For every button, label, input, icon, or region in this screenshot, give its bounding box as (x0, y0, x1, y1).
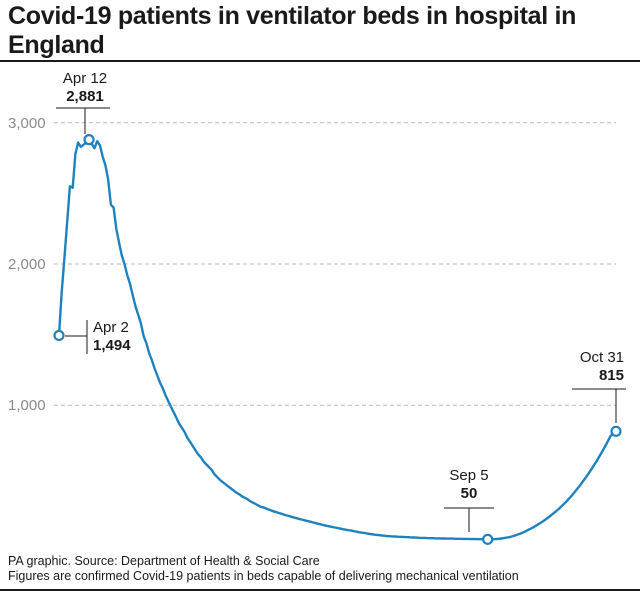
annotation-oct-31-date: Oct 31 (580, 349, 624, 366)
annotation-sep-5-value: 50 (461, 485, 478, 502)
marker-apr-12 (83, 134, 95, 146)
grid-lines (54, 122, 616, 406)
line-chart: 1,000 2,000 3,000 Apr 12 2,881 Apr 2 1,494… (8, 70, 626, 545)
y-axis-tick-labels: 1,000 2,000 3,000 (8, 115, 46, 414)
footer: PA graphic. Source: Department of Health… (8, 554, 519, 584)
annotation-apr-2: Apr 2 1,494 (65, 319, 131, 354)
annotation-oct-31: Oct 31 815 (572, 349, 626, 423)
annotations: Apr 12 2,881 Apr 2 1,494 Sep 5 50 Oct 31… (56, 70, 626, 532)
annotation-apr-12: Apr 12 2,881 (56, 70, 110, 134)
chart-title: Covid-19 patients in ventilator beds in … (8, 2, 577, 59)
title-divider (0, 60, 640, 62)
annotation-sep-5-date: Sep 5 (449, 467, 488, 484)
annotation-apr-12-date: Apr 12 (63, 70, 107, 87)
source-note: PA graphic. Source: Department of Health… (8, 554, 320, 568)
highlight-markers (53, 134, 622, 545)
annotation-apr-12-value: 2,881 (66, 88, 104, 105)
annotation-sep-5: Sep 5 50 (444, 467, 494, 532)
bottom-divider (0, 589, 640, 591)
marker-oct-31 (610, 425, 622, 437)
annotation-apr-2-value: 1,494 (93, 337, 131, 354)
marker-sep-5 (482, 533, 494, 545)
y-tick-label-2000: 2,000 (8, 256, 46, 273)
methodology-note: Figures are confirmed Covid-19 patients … (8, 569, 519, 583)
y-tick-label-1000: 1,000 (8, 397, 46, 414)
annotation-oct-31-value: 815 (599, 367, 624, 384)
series-group (57, 138, 617, 541)
series-line (57, 138, 617, 541)
annotation-apr-2-date: Apr 2 (93, 319, 129, 336)
y-tick-label-3000: 3,000 (8, 115, 46, 132)
marker-apr-2 (53, 329, 65, 342)
